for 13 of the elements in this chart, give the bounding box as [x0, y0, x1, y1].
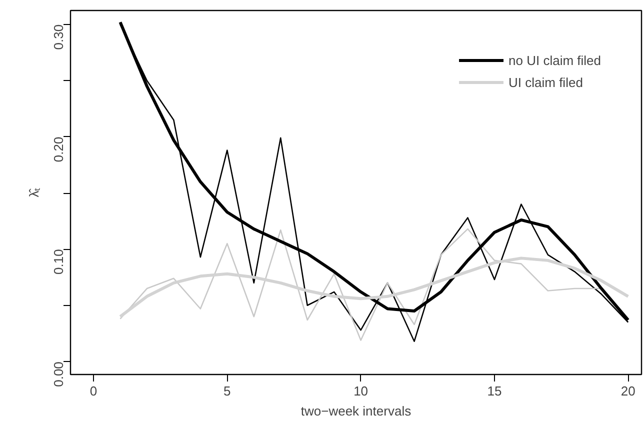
- legend-label: no UI claim filed: [508, 52, 601, 68]
- x-tick-label: 15: [487, 384, 502, 398]
- x-tick-label: 0: [90, 384, 98, 398]
- y-tick-label: 0.10: [51, 249, 66, 274]
- y-tick-label: 0.20: [51, 136, 66, 162]
- x-tick-label: 10: [354, 384, 368, 398]
- x-tick-label: 5: [224, 384, 231, 398]
- y-tick-label: 0.30: [51, 24, 66, 50]
- legend-label: UI claim filed: [508, 74, 583, 90]
- x-tick-label: 20: [620, 384, 636, 398]
- y-tick-label: 0.00: [51, 362, 66, 387]
- x-axis-title: two−week intervals: [300, 404, 412, 418]
- y-axis-title: λ̂ₜ: [26, 188, 42, 198]
